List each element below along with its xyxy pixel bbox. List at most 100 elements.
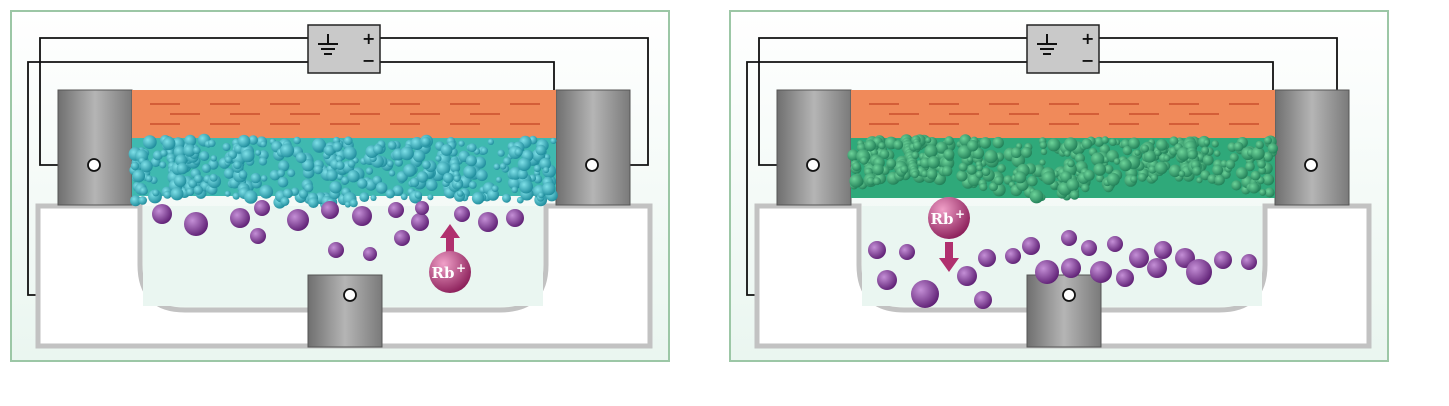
rb-ion	[1107, 236, 1123, 252]
channel-particle	[385, 189, 395, 199]
channel-particle	[992, 136, 1004, 149]
channel-particle	[878, 142, 886, 150]
channel-particle	[1211, 140, 1219, 148]
channel-particle	[260, 175, 268, 182]
channel-particle	[471, 192, 485, 205]
channel-particle	[535, 144, 547, 156]
channel-particle	[1163, 154, 1171, 162]
channel-particle	[539, 157, 552, 170]
channel-particle	[244, 190, 258, 204]
channel-particle	[193, 174, 203, 184]
channel-particle	[1202, 154, 1214, 166]
channel-particle	[966, 164, 977, 175]
panel-right: + − Rb +	[729, 10, 1389, 362]
channel-particle	[956, 170, 968, 182]
channel-particle	[1248, 182, 1260, 194]
channel-particle	[1041, 171, 1056, 185]
channel-particle	[152, 150, 163, 161]
channel-particle	[1203, 139, 1210, 146]
channel-particle	[893, 140, 904, 150]
rb-ion	[974, 291, 992, 309]
channel-particle	[943, 149, 955, 160]
rb-ion	[230, 208, 250, 228]
channel-particle	[886, 158, 897, 169]
channel-particle	[511, 186, 518, 194]
channel-particle	[533, 164, 542, 173]
channel-particle	[847, 149, 859, 161]
rb-ion	[250, 228, 266, 244]
channel-particle	[277, 176, 289, 188]
channel-particle	[1187, 149, 1198, 160]
channel-particle	[450, 162, 461, 173]
dielectric-layer	[851, 90, 1275, 138]
rb-ion	[321, 201, 339, 219]
rb-ion	[978, 249, 996, 267]
rb-charge: +	[955, 207, 965, 221]
rb-ion	[957, 266, 977, 286]
channel-particle	[473, 156, 486, 169]
channel-particle	[304, 183, 314, 193]
rb-ion	[287, 209, 309, 231]
channel-particle	[1196, 177, 1203, 184]
channel-particle	[139, 186, 148, 196]
channel-particle	[223, 168, 235, 179]
source-contact-icon	[87, 158, 101, 172]
channel-particle	[1074, 153, 1085, 164]
channel-particle	[1150, 174, 1159, 182]
channel-particle	[159, 161, 167, 169]
channel-particle	[255, 149, 262, 156]
channel-particle	[295, 152, 307, 164]
channel-particle	[467, 143, 477, 153]
rb-ion	[411, 213, 429, 231]
channel-particle	[414, 191, 422, 199]
channel-particle	[935, 141, 948, 154]
channel-particle	[495, 176, 502, 183]
rb-ion	[868, 241, 886, 259]
channel-particle	[140, 160, 153, 173]
panel-left: + − Rb	[10, 10, 670, 362]
channel-particle	[1130, 175, 1138, 183]
channel-particle	[538, 192, 545, 199]
ground-symbol-icon	[1037, 34, 1057, 55]
channel-particle	[347, 170, 360, 183]
channel-particle	[1069, 190, 1080, 200]
channel-particle	[1027, 175, 1038, 187]
channel-particle	[400, 193, 408, 201]
channel-particle	[476, 169, 488, 182]
channel-particle	[420, 136, 431, 147]
channel-particle	[1262, 151, 1273, 162]
channel-particle	[280, 197, 290, 206]
channel-particle	[222, 142, 231, 152]
channel-particle	[1101, 136, 1109, 144]
channel-particle	[519, 179, 533, 194]
channel-particle	[199, 151, 210, 161]
device-diagram-right: + − Rb +	[729, 10, 1389, 362]
channel-particle	[542, 181, 556, 196]
channel-particle	[1235, 167, 1248, 179]
channel-particle	[440, 144, 453, 156]
channel-particle	[170, 187, 184, 201]
channel-particle	[282, 188, 293, 199]
channel-particle	[183, 144, 196, 157]
channel-particle	[1264, 187, 1275, 198]
channel-particle	[994, 175, 1004, 186]
channel-particle	[298, 189, 309, 199]
channel-particle	[138, 196, 147, 205]
rb-ion-cloud	[868, 230, 1257, 309]
channel-particle	[387, 160, 394, 167]
channel-particle	[1214, 174, 1225, 186]
channel-particle	[517, 157, 531, 171]
channel-particle	[1231, 180, 1242, 191]
channel-particle	[425, 179, 438, 192]
channel-particle	[497, 149, 505, 157]
channel-particle	[335, 161, 345, 170]
channel-particle	[989, 182, 998, 192]
voltage-source: + −	[307, 24, 381, 74]
channel-particle	[1267, 143, 1278, 154]
rb-label: Rb	[432, 264, 455, 282]
channel-particle	[176, 162, 189, 175]
channel-particle	[1213, 150, 1221, 157]
channel-particle	[173, 174, 187, 188]
channel-particle	[435, 155, 442, 162]
rb-ion-icon	[429, 251, 471, 293]
